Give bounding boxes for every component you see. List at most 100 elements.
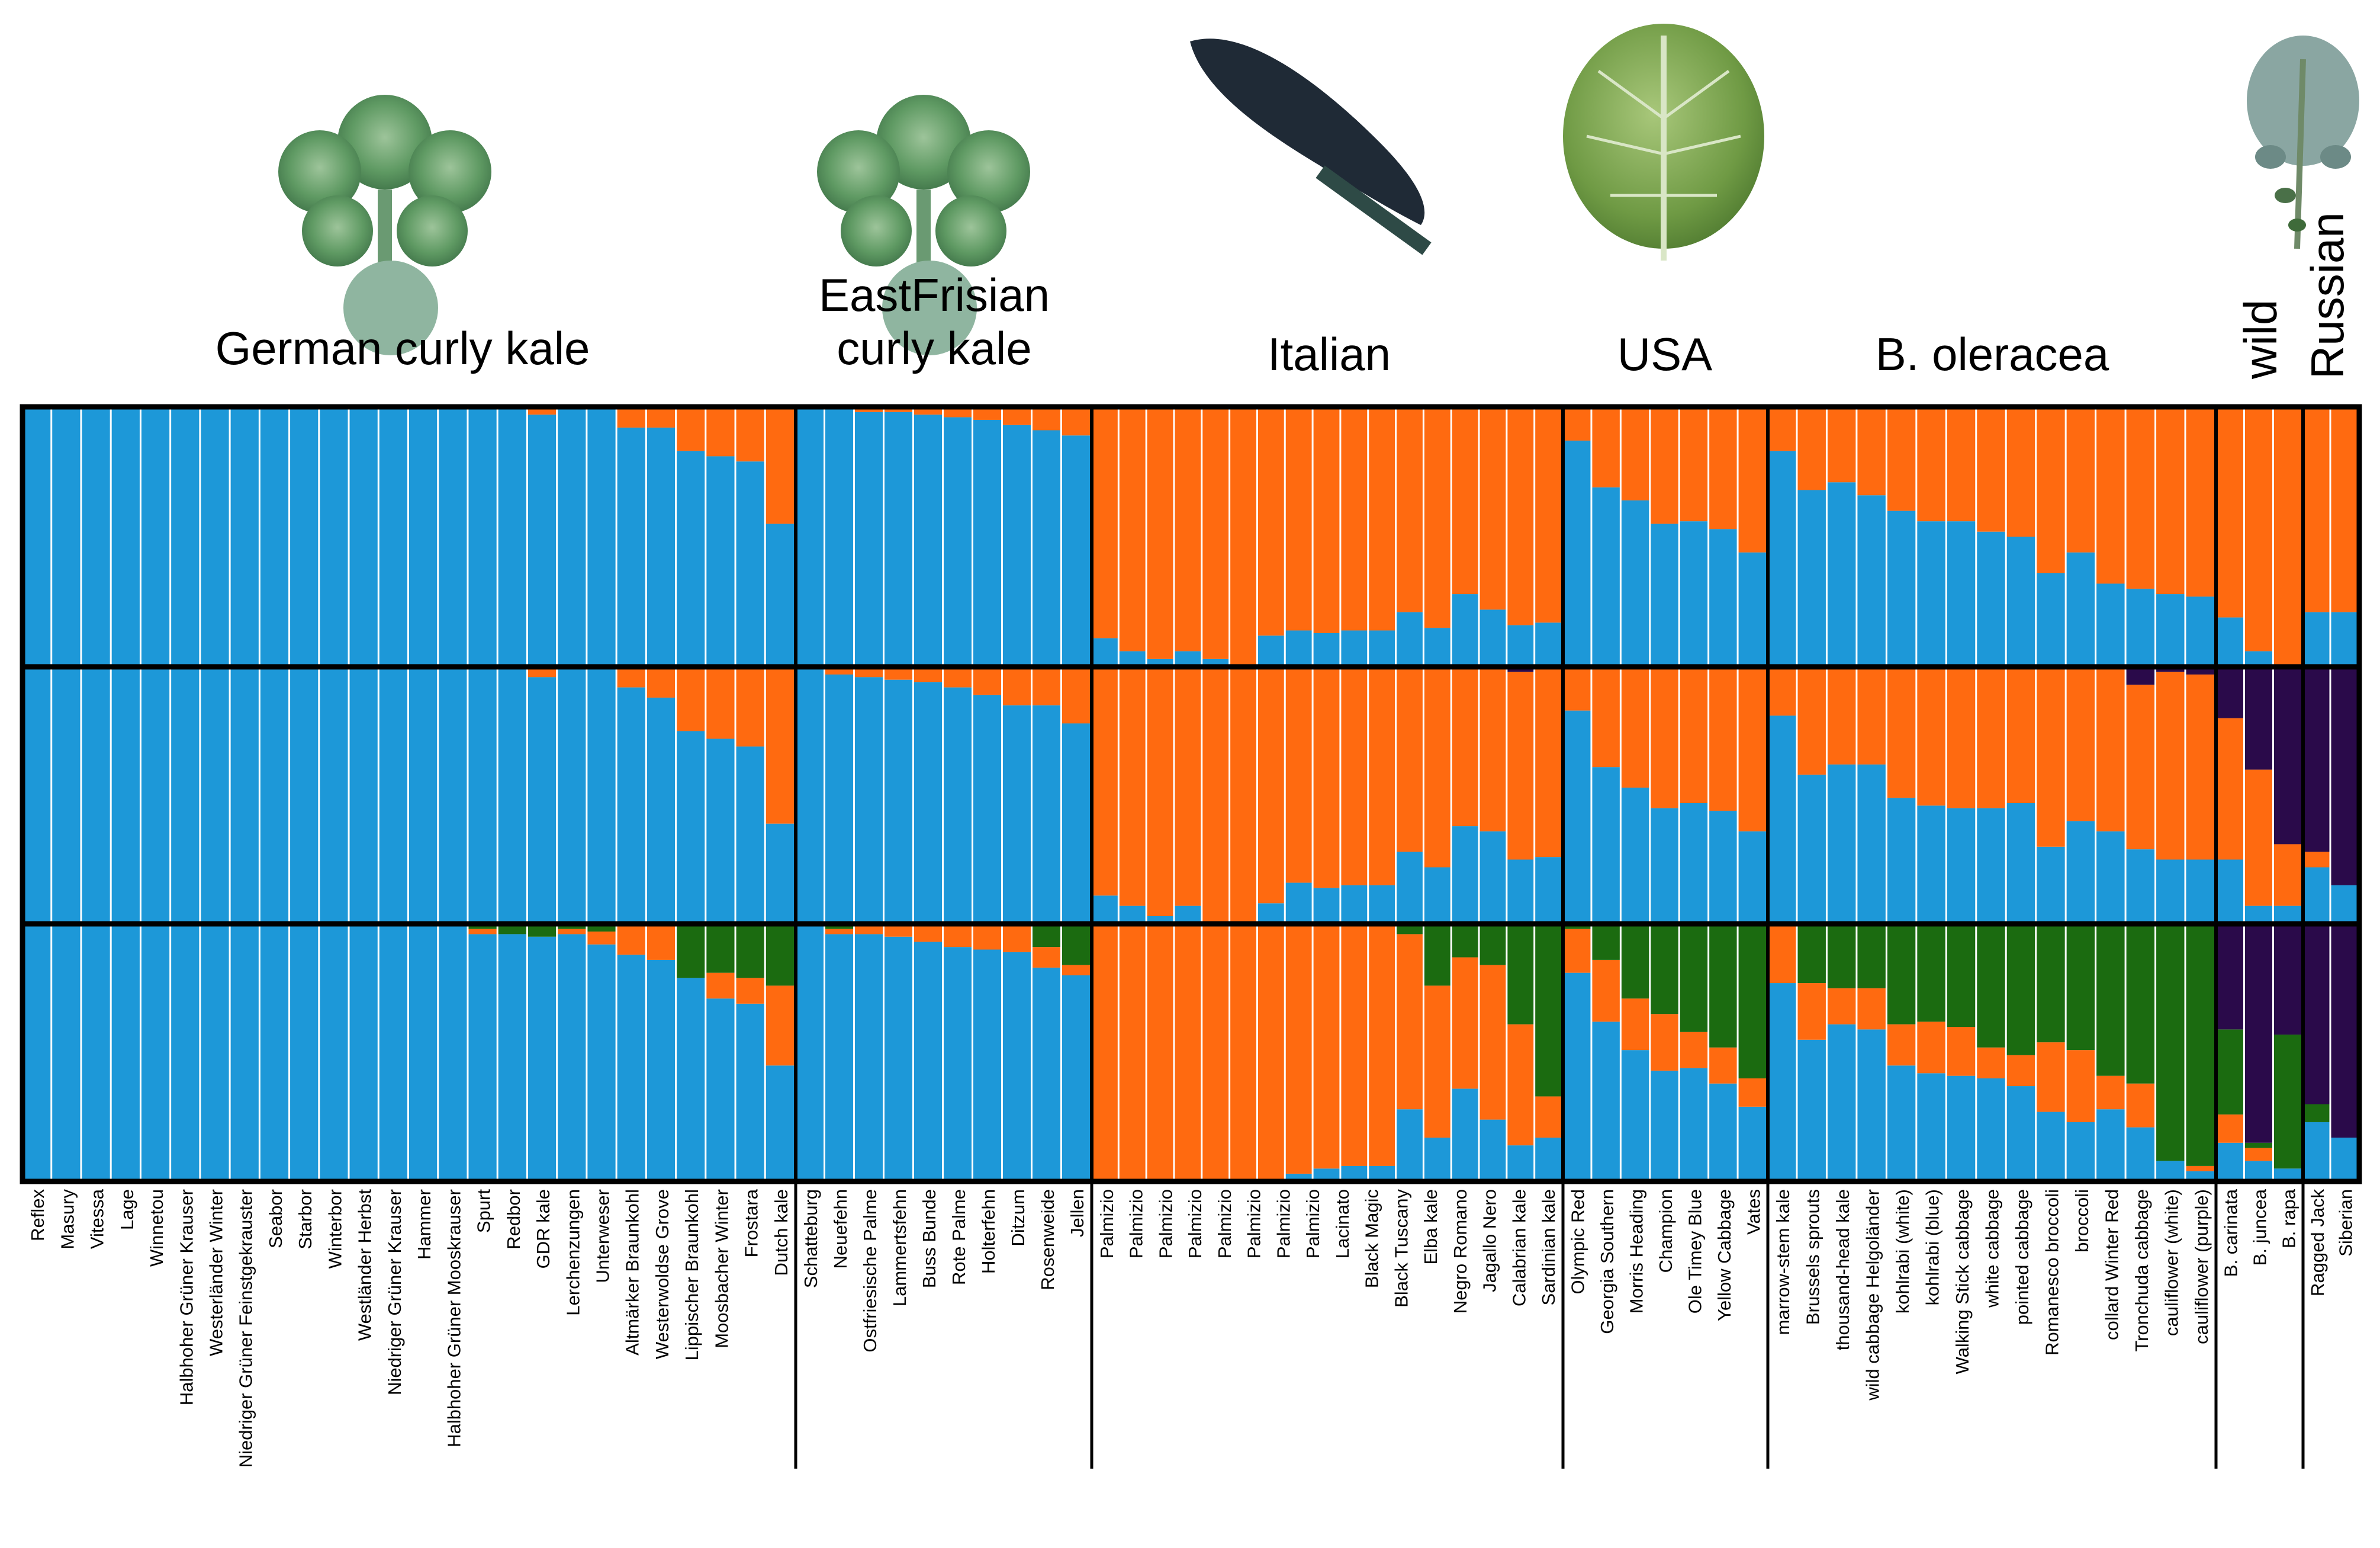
bar-segment-blue xyxy=(1424,867,1452,924)
bar-segment-blue xyxy=(1797,775,1828,924)
bar-segment-orange xyxy=(2216,718,2245,860)
bar-segment-blue xyxy=(409,926,439,1181)
sample-label: Frostara xyxy=(741,1189,762,1257)
bar-segment-blue xyxy=(2274,1168,2303,1181)
bar-segment-blue xyxy=(1738,831,1768,924)
bar-segment-purple xyxy=(2216,667,2245,718)
bar-segment-green xyxy=(2006,924,2037,1055)
sample-label: Buss Bunde xyxy=(919,1189,940,1288)
bar-segment-purple xyxy=(2331,667,2359,885)
bar-segment-orange xyxy=(2006,667,2037,804)
sample-label: kohlrabi (blue) xyxy=(1922,1189,1943,1305)
bar-segment-blue xyxy=(766,1065,796,1181)
bar-segment-orange xyxy=(1313,924,1342,1169)
bar-segment-orange xyxy=(2126,1083,2157,1128)
bar-segment-orange xyxy=(1857,407,1887,496)
bar-segment-orange xyxy=(1119,667,1147,906)
bar-segment-orange xyxy=(1738,407,1768,553)
sample-label: Moosbacher Winter xyxy=(711,1189,732,1348)
bar-segment-blue xyxy=(944,687,973,924)
bar-segment-blue xyxy=(1563,710,1593,924)
sample-label: Schatteburg xyxy=(800,1189,821,1288)
bar-segment-blue xyxy=(2096,583,2127,667)
bar-segment-blue xyxy=(320,407,350,667)
group-title: USA xyxy=(1617,328,1712,380)
admixture-bars xyxy=(22,407,2359,1181)
bar-segment-orange xyxy=(1738,1078,1768,1107)
bar-segment-blue xyxy=(706,998,736,1181)
bar-segment-blue xyxy=(2216,859,2245,924)
bar-segment-blue xyxy=(201,667,231,924)
bar-segment-blue xyxy=(320,924,350,1181)
bar-segment-blue xyxy=(617,687,647,924)
bar-segment-blue xyxy=(706,738,736,924)
bar-segment-blue xyxy=(1887,1065,1918,1181)
sample-label: marrow-stem kale xyxy=(1773,1189,1793,1335)
bar-segment-blue xyxy=(1709,1083,1739,1181)
bar-segment-blue xyxy=(647,698,677,924)
bar-segment-blue xyxy=(617,428,647,667)
bar-segment-blue xyxy=(1033,705,1062,924)
bar-segment-green xyxy=(2066,924,2097,1051)
bar-segment-orange xyxy=(2066,667,2097,821)
bar-segment-blue xyxy=(379,924,409,1181)
bar-segment-blue xyxy=(260,667,291,924)
bar-segment-orange xyxy=(1062,965,1092,975)
sample-label: Brussels sprouts xyxy=(1803,1189,1823,1325)
bar-segment-blue xyxy=(1341,885,1369,924)
bar-segment-blue xyxy=(1033,967,1062,1181)
sample-label: Champion xyxy=(1655,1189,1676,1273)
bar-segment-blue xyxy=(230,924,260,1181)
bar-segment-orange xyxy=(1977,407,2007,532)
bar-segment-orange xyxy=(677,667,707,731)
bar-segment-orange xyxy=(1341,667,1369,885)
sample-label: Lerchenzungen xyxy=(562,1189,583,1316)
bar-segment-orange xyxy=(1709,667,1739,811)
bar-segment-blue xyxy=(1592,487,1622,667)
bar-segment-orange xyxy=(1397,667,1424,852)
bar-segment-orange xyxy=(1452,957,1480,1089)
bar-segment-orange xyxy=(1917,667,1947,806)
bar-segment-orange xyxy=(1285,667,1314,883)
bar-segment-blue xyxy=(498,669,528,924)
bar-segment-blue xyxy=(1768,715,1798,924)
bar-segment-blue xyxy=(1062,723,1092,924)
bar-segment-orange xyxy=(2126,685,2157,850)
bar-segment-green xyxy=(1651,924,1680,1014)
bar-segment-blue xyxy=(2006,803,2037,924)
bar-segment-green xyxy=(528,924,558,937)
bar-segment-blue xyxy=(82,407,112,667)
sample-label: Romanesco broccoli xyxy=(2041,1189,2062,1356)
bar-segment-blue xyxy=(1535,857,1563,924)
bar-segment-orange xyxy=(1827,407,1858,483)
bar-segment-blue xyxy=(796,924,825,1181)
bar-segment-orange xyxy=(1230,924,1258,1181)
bar-segment-blue xyxy=(439,926,469,1181)
bar-segment-blue xyxy=(2156,1161,2186,1181)
bar-segment-orange xyxy=(1621,998,1651,1051)
bar-segment-blue xyxy=(587,407,617,667)
bar-segment-blue xyxy=(1313,1168,1342,1181)
sample-label: Calabrian kale xyxy=(1509,1189,1529,1306)
bar-segment-blue xyxy=(1341,630,1369,667)
bar-segment-blue xyxy=(1738,552,1768,667)
bar-segment-orange xyxy=(1947,407,1977,522)
bar-segment-blue xyxy=(1507,625,1536,667)
bar-segment-green xyxy=(2126,924,2157,1084)
bar-segment-blue xyxy=(677,451,707,667)
sample-label: Holterfehn xyxy=(978,1189,999,1274)
bar-segment-orange xyxy=(1257,667,1286,904)
bar-segment-orange xyxy=(1033,667,1062,706)
bar-segment-blue xyxy=(171,407,201,667)
sample-label: B. juncea xyxy=(2250,1189,2270,1266)
sample-label: Reflex xyxy=(27,1189,48,1241)
curly-kale-leaf-photo xyxy=(278,95,491,355)
bar-segment-blue xyxy=(914,942,944,1181)
bar-segment-orange xyxy=(766,667,796,824)
bar-segment-blue xyxy=(1680,1068,1710,1181)
bar-segment-blue xyxy=(2216,1142,2245,1181)
bar-segment-blue xyxy=(1397,852,1424,924)
bar-segment-blue xyxy=(855,934,885,1181)
bar-segment-blue xyxy=(409,667,439,924)
sample-labels: Reflex Masury Vitessa Lage Winnetou Halbhoher… xyxy=(27,1189,2356,1467)
